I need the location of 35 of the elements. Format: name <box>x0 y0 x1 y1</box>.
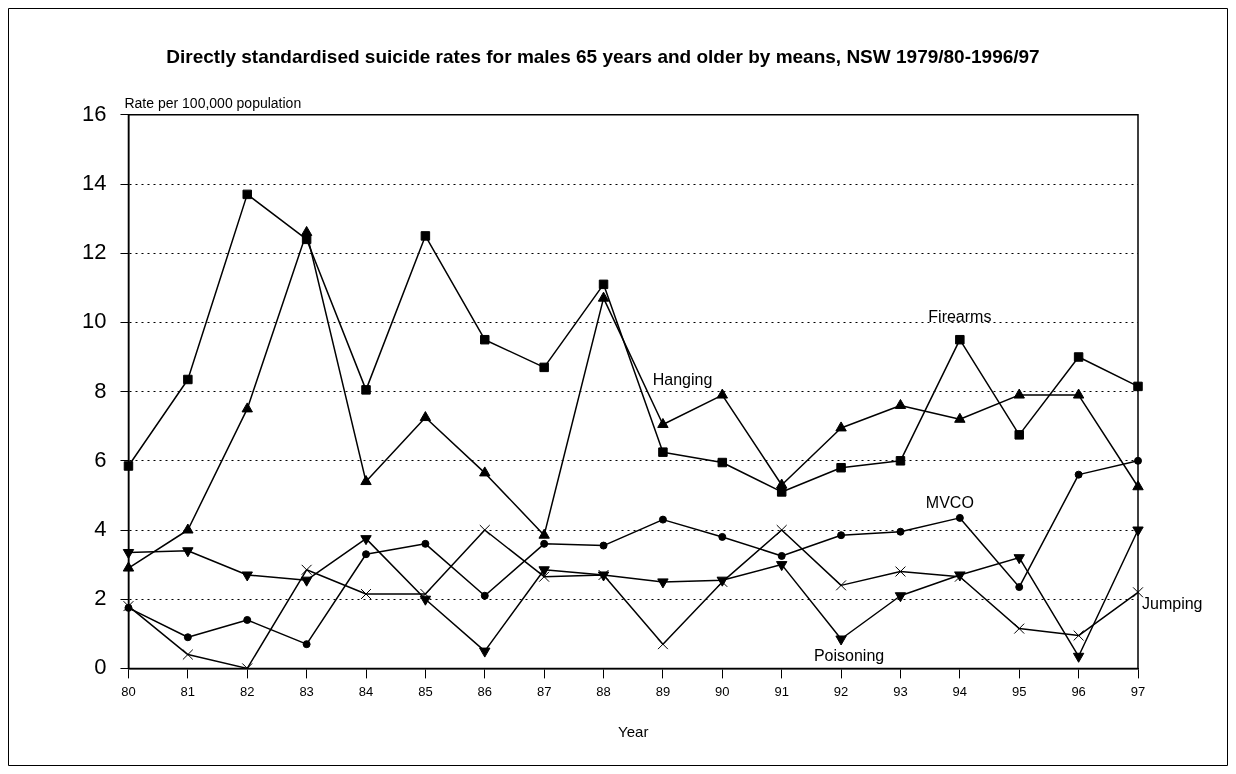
series-label: Poisoning <box>813 647 885 665</box>
series-label: Jumping <box>1142 594 1203 612</box>
x-tick-label: 84 <box>358 683 374 699</box>
x-tick-label: 96 <box>1071 683 1086 699</box>
y-tick-label: 2 <box>94 585 107 611</box>
x-tick-label: 85 <box>418 683 433 699</box>
x-tick-label: 83 <box>299 683 314 699</box>
x-tick-label: 94 <box>952 683 968 699</box>
x-tick-label: 89 <box>655 683 671 699</box>
series-label: MVCO <box>925 494 974 512</box>
x-tick-label: 88 <box>596 683 611 699</box>
x-tick-label: 81 <box>180 683 196 699</box>
y-tick-label: 10 <box>81 308 107 334</box>
x-tick-label: 80 <box>121 683 136 699</box>
x-tick-label: 82 <box>240 683 255 699</box>
y-tick-label: 14 <box>81 170 107 196</box>
x-tick-label: 90 <box>715 683 730 699</box>
y-tick-label: 0 <box>94 654 107 680</box>
x-axis-title: Year <box>618 723 649 741</box>
x-tick-label: 97 <box>1130 683 1146 699</box>
y-tick-label: 12 <box>81 239 107 265</box>
y-axis-title: Rate per 100,000 population <box>124 94 302 111</box>
x-tick-label: 92 <box>833 683 849 699</box>
x-tick-label: 87 <box>536 683 552 699</box>
x-tick-label: 91 <box>774 683 789 699</box>
chart-title: Directly standardised suicide rates for males 65 years and older by means, NSW 1979/80-1996/97 <box>166 45 1040 67</box>
y-tick-label: 8 <box>94 377 107 403</box>
series-label: Firearms <box>928 308 992 326</box>
x-tick-label: 86 <box>477 683 493 699</box>
y-tick-label: 4 <box>94 516 107 542</box>
y-tick-label: 16 <box>81 100 107 126</box>
y-tick-label: 6 <box>94 446 107 472</box>
x-tick-label: 95 <box>1012 683 1027 699</box>
x-tick-label: 93 <box>893 683 908 699</box>
series-label: Hanging <box>652 371 713 389</box>
